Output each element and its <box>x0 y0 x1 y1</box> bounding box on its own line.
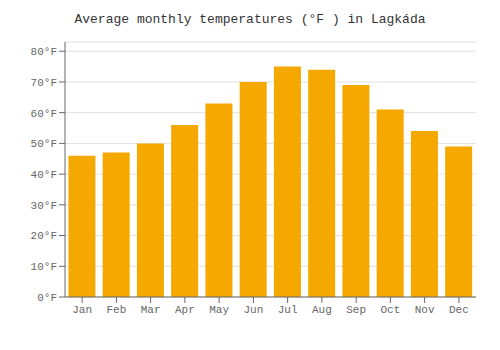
svg-text:May: May <box>209 304 229 316</box>
svg-text:10°F: 10°F <box>31 261 57 273</box>
svg-text:Mar: Mar <box>141 304 161 316</box>
svg-text:40°F: 40°F <box>31 169 57 181</box>
svg-text:Jul: Jul <box>278 304 298 316</box>
svg-text:Oct: Oct <box>380 304 400 316</box>
svg-text:50°F: 50°F <box>31 138 57 150</box>
svg-text:Aug: Aug <box>312 304 332 316</box>
svg-text:80°F: 80°F <box>31 46 57 58</box>
svg-text:Dec: Dec <box>449 304 469 316</box>
svg-text:Jan: Jan <box>72 304 92 316</box>
svg-text:Jun: Jun <box>243 304 263 316</box>
svg-text:0°F: 0°F <box>37 292 57 304</box>
svg-text:Feb: Feb <box>106 304 126 316</box>
svg-text:20°F: 20°F <box>31 230 57 242</box>
svg-text:30°F: 30°F <box>31 200 57 212</box>
svg-text:70°F: 70°F <box>31 77 57 89</box>
html-text:Average monthly temperatures (: Average monthly temperatures (°F ) in La… <box>74 12 426 27</box>
svg-text:Sep: Sep <box>346 304 366 316</box>
svg-text:Nov: Nov <box>415 304 435 316</box>
svg-text:60°F: 60°F <box>31 108 57 120</box>
svg-text:Apr: Apr <box>175 304 195 316</box>
